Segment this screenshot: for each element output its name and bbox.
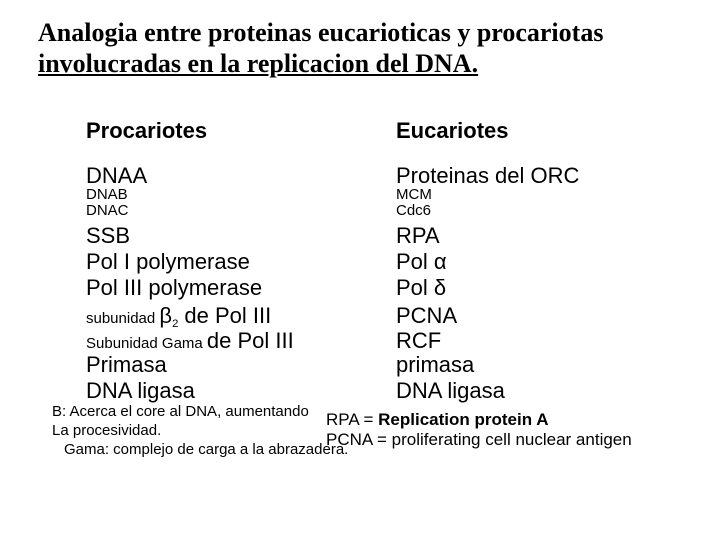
cell-eucariotes-pol-delta: Pol δ (396, 275, 446, 301)
cell-eucariotes-ligasa: DNA ligasa (396, 378, 505, 404)
slide: Analogia entre proteinas eucarioticas y … (0, 0, 720, 540)
cell-eucariotes-mcm: MCM (396, 186, 432, 203)
cell-eucariotes-pcna: PCNA (396, 303, 457, 329)
footnote-b-line2: La procesividad. (52, 422, 161, 439)
footnote-rpa-def: Replication protein A (378, 410, 548, 429)
cell-procariotes-primasa: Primasa (86, 352, 167, 378)
cell-procariotes-ssb: SSB (86, 223, 130, 249)
cell-procariotes-pol3: Pol III polymerase (86, 275, 262, 301)
gama-suffix: de Pol III (207, 328, 294, 353)
cell-eucariotes-rpa: RPA (396, 223, 440, 249)
cell-procariotes-dnac: DNAC (86, 202, 129, 219)
title-line-1: Analogia entre proteinas eucarioticas y … (38, 18, 603, 47)
column-header-left: Procariotes (86, 118, 207, 144)
beta2-suffix: de Pol III (178, 303, 271, 328)
footnote-rpa-prefix: RPA = (326, 410, 378, 429)
footnote-pcna-prefix: PCNA = (326, 430, 392, 449)
footnote-b-line1: B: Acerca el core al DNA, aumentando (52, 403, 309, 420)
cell-procariotes-ligasa: DNA ligasa (86, 378, 195, 404)
beta2-prefix: subunidad (86, 310, 159, 327)
beta2-beta: β (159, 303, 172, 328)
footnote-rpa: RPA = Replication protein A (326, 410, 548, 430)
cell-eucariotes-rcf: RCF (396, 328, 441, 354)
cell-procariotes-gama: Subunidad Gama de Pol III (86, 328, 294, 354)
cell-procariotes-beta2: subunidad β2 de Pol III (86, 303, 271, 330)
footnote-pcna: PCNA = proliferating cell nuclear antige… (326, 430, 632, 450)
gama-prefix: Subunidad Gama (86, 335, 207, 352)
slide-title: Analogia entre proteinas eucarioticas y … (38, 18, 678, 79)
footnote-pcna-def: proliferating cell nuclear antigen (392, 430, 632, 449)
cell-procariotes-dnab: DNAB (86, 186, 128, 203)
cell-procariotes-pol1: Pol I polymerase (86, 249, 250, 275)
column-header-right: Eucariotes (396, 118, 509, 144)
footnote-gama: Gama: complejo de carga a la abrazadera. (64, 441, 348, 458)
cell-eucariotes-primasa: primasa (396, 352, 474, 378)
title-line-2: involucradas en la replicacion del DNA. (38, 49, 478, 78)
cell-eucariotes-cdc6: Cdc6 (396, 202, 431, 219)
cell-eucariotes-pol-alpha: Pol α (396, 249, 447, 275)
